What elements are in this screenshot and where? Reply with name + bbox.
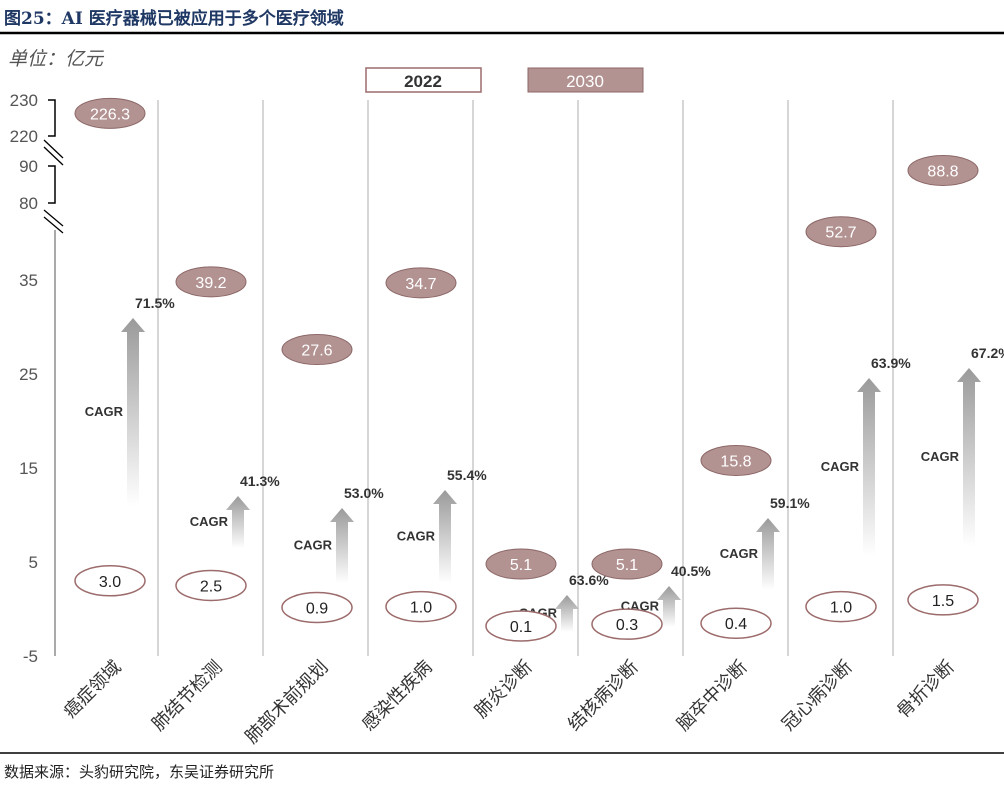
cagr-arrow xyxy=(657,586,681,627)
bubble-2030 xyxy=(385,267,457,299)
value-2030: 5.1 xyxy=(510,557,532,574)
legend-2022-swatch xyxy=(365,67,482,93)
bubble-2030 xyxy=(700,444,772,476)
category-label: 感染性疾病 xyxy=(358,657,436,735)
value-2030: 88.8 xyxy=(927,163,958,180)
bubble-2022 xyxy=(907,584,979,616)
y-tick-label: 90 xyxy=(19,157,38,176)
cagr-value: 53.0% xyxy=(344,485,384,501)
category-label: 冠心病诊断 xyxy=(778,657,856,735)
cagr-arrow xyxy=(330,508,354,583)
y-tick-label: 35 xyxy=(19,271,38,290)
cagr-arrow xyxy=(957,368,981,546)
y-tick-label: 230 xyxy=(10,91,38,110)
cagr-label: CAGR xyxy=(921,449,960,464)
category-label: 肺部术前规划 xyxy=(241,657,332,748)
value-2030: 52.7 xyxy=(825,225,856,242)
cagr-value: 41.3% xyxy=(240,473,280,489)
legend-2030-swatch xyxy=(527,67,644,93)
value-2030: 5.1 xyxy=(616,557,638,574)
value-2022: 3.0 xyxy=(99,574,121,591)
cagr-arrow xyxy=(121,318,145,506)
value-2030: 34.7 xyxy=(405,276,436,293)
bubble-2022 xyxy=(591,608,663,640)
bubble-2030 xyxy=(591,548,663,580)
y-tick-label: 220 xyxy=(10,127,38,146)
cagr-value: 63.9% xyxy=(871,355,911,371)
bubble-2030 xyxy=(805,216,877,248)
axis-bracket-mid xyxy=(48,165,56,204)
cagr-label: CAGR xyxy=(85,404,124,419)
y-tick-label: -5 xyxy=(23,647,38,666)
legend-2030-label: 2030 xyxy=(566,72,604,91)
cagr-label: CAGR xyxy=(720,546,759,561)
cagr-value: 63.6% xyxy=(569,572,609,588)
axis-bracket-top xyxy=(48,99,56,137)
unit-label: 单位：亿元 xyxy=(8,49,104,70)
cagr-value: 59.1% xyxy=(770,495,810,511)
bubble-2022 xyxy=(385,590,457,623)
bubble-2022 xyxy=(74,565,146,597)
value-2022: 1.0 xyxy=(830,600,852,617)
category-label: 结核病诊断 xyxy=(564,657,642,735)
cagr-value: 67.2% xyxy=(971,345,1004,361)
bubble-2030 xyxy=(281,334,353,366)
bubble-2022 xyxy=(700,607,772,639)
bubble-2030 xyxy=(485,548,557,580)
y-tick-label: 25 xyxy=(19,365,38,384)
cagr-arrow xyxy=(857,378,881,556)
cagr-arrow xyxy=(756,518,780,590)
cagr-arrow xyxy=(555,595,579,632)
cagr-arrow xyxy=(433,490,457,583)
bubble-2022 xyxy=(485,610,557,642)
cagr-value: 55.4% xyxy=(447,467,487,483)
y-tick-label: 15 xyxy=(19,459,38,478)
value-2022: 0.3 xyxy=(616,617,638,634)
bubble-2022 xyxy=(281,591,353,624)
figure-title: 图25：AI 医疗器械已被应用于多个医疗领域 xyxy=(4,9,344,29)
value-2022: 2.5 xyxy=(200,579,222,596)
category-label: 骨折诊断 xyxy=(893,657,958,722)
bubble-2022 xyxy=(805,590,877,623)
legend-2022-label: 2022 xyxy=(404,72,442,91)
axis-break-mark xyxy=(43,146,64,166)
cagr-value: 71.5% xyxy=(135,295,175,311)
cagr-label: CAGR xyxy=(821,459,860,474)
category-label: 脑卒中诊断 xyxy=(673,657,751,735)
category-label: 癌症领域 xyxy=(60,657,125,722)
cagr-label: CAGR xyxy=(397,529,436,544)
axis-break-mark xyxy=(43,216,64,234)
value-2030: 27.6 xyxy=(301,343,332,360)
value-2022: 1.5 xyxy=(932,593,954,610)
category-label: 肺炎诊断 xyxy=(471,657,536,722)
bubble-2022 xyxy=(175,569,247,602)
category-label: 肺结节检测 xyxy=(148,657,226,735)
y-tick-label: 80 xyxy=(19,194,38,213)
value-2022: 0.9 xyxy=(306,601,328,618)
bubble-2030 xyxy=(74,97,146,129)
value-2022: 1.0 xyxy=(410,600,432,617)
cagr-value: 40.5% xyxy=(671,563,711,579)
cagr-label: CAGR xyxy=(294,538,333,553)
cagr-arrow xyxy=(226,496,250,548)
source-note: 数据来源：头豹研究院，东吴证券研究所 xyxy=(4,763,275,781)
y-tick-label: 5 xyxy=(29,553,38,572)
value-2030: 39.2 xyxy=(195,275,226,292)
axis-break-mark xyxy=(43,139,64,159)
value-2030: 15.8 xyxy=(720,453,751,470)
value-2022: 0.1 xyxy=(510,619,532,636)
value-2022: 0.4 xyxy=(725,616,747,633)
bubble-2030 xyxy=(907,154,979,186)
axis-break-mark xyxy=(43,209,64,227)
value-2030: 226.3 xyxy=(90,106,130,123)
cagr-label: CAGR xyxy=(190,514,229,529)
bubble-2030 xyxy=(175,266,247,298)
